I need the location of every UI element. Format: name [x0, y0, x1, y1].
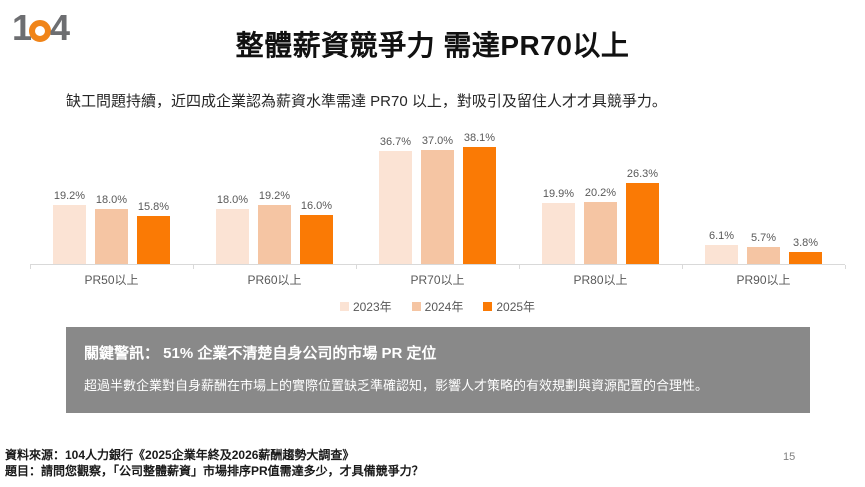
- bar-value-label: 19.2%: [53, 190, 86, 202]
- bar-value-label: 20.2%: [584, 187, 617, 199]
- legend-item: 2025年: [483, 298, 535, 315]
- bar-value-label: 6.1%: [708, 230, 735, 243]
- bar-value-label: 26.3%: [626, 168, 659, 181]
- bar-group: 36.7% 37.0% 38.1%: [356, 122, 519, 264]
- bar-column: 19.2%: [258, 190, 291, 264]
- bar-column: 37.0%: [421, 135, 454, 264]
- bar: [216, 208, 249, 264]
- legend-item: 2024年: [411, 298, 464, 315]
- bar-value-label: 18.0%: [216, 193, 249, 206]
- bar-value-label: 36.7%: [379, 136, 412, 149]
- legend-swatch-icon: [483, 302, 493, 311]
- bar: [53, 205, 86, 264]
- bar-value-label: 37.0%: [421, 135, 454, 148]
- slide-title: 整體薪資競爭力 需達PR70以上: [235, 30, 630, 61]
- bar: [789, 252, 822, 264]
- bar-column: 3.8%: [789, 237, 822, 264]
- bar-column: 20.2%: [584, 187, 617, 264]
- key-alert-box: 關鍵警訊： 51% 企業不清楚自身公司的市場 PR 定位 超過半數企業對自身薪酬…: [66, 327, 810, 413]
- bar: [137, 215, 170, 264]
- category-label: PR80以上: [573, 273, 628, 287]
- bar: [542, 202, 575, 264]
- bar-value-label: 19.2%: [258, 190, 291, 202]
- category-label: PR90以上: [736, 273, 791, 287]
- bar-column: 16.0%: [300, 200, 333, 264]
- survey-question-line: 題目：請問您觀察，「公司整體薪資」市場排序PR值需達多少，才具備競爭力？: [5, 464, 424, 478]
- legend-label: 2024年: [424, 300, 464, 314]
- bar-column: 38.1%: [463, 132, 496, 264]
- footer-notes: 資料來源：104人力銀行《2025企業年終及2026薪酬趨勢大調查》 題目：請問…: [5, 447, 424, 479]
- axis-tick: [193, 265, 194, 269]
- bar-column: 19.9%: [542, 188, 575, 264]
- logo-digit-4: 4: [50, 7, 71, 48]
- bar: [95, 208, 128, 264]
- alert-body-text: 超過半數企業對自身薪酬在市場上的實際位置缺乏準確認知，影響人才策略的有效規劃與資…: [84, 378, 709, 393]
- bar-value-label: 18.0%: [95, 193, 128, 206]
- bar-group: 19.9% 20.2% 26.3%: [519, 122, 682, 264]
- legend-swatch-icon: [339, 302, 349, 311]
- legend-label: 2025年: [496, 300, 536, 314]
- logo-ring-0-icon: [29, 20, 52, 42]
- bar: [626, 183, 659, 264]
- bar-value-label: 3.8%: [792, 237, 819, 250]
- axis-tick: [356, 265, 357, 269]
- axis-tick: [30, 265, 31, 269]
- bar: [705, 245, 738, 264]
- bar-group: 18.0% 19.2% 16.0%: [193, 122, 356, 264]
- x-axis-category-labels: PR50以上 PR60以上 PR70以上 PR80以上 PR90以上: [30, 265, 845, 288]
- bar-column: 15.8%: [137, 200, 170, 264]
- bar-value-label: 19.9%: [542, 187, 575, 200]
- bar-group: 19.2% 18.0% 15.8%: [30, 122, 193, 264]
- alert-headline: 關鍵警訊： 51% 企業不清楚自身公司的市場 PR 定位: [84, 345, 437, 362]
- legend-swatch-icon: [411, 302, 421, 311]
- bar-value-label: 38.1%: [463, 132, 496, 144]
- bar-column: 19.2%: [53, 190, 86, 264]
- bar-column: 18.0%: [216, 194, 249, 264]
- bar: [379, 151, 412, 264]
- bar-value-label: 16.0%: [300, 199, 333, 212]
- data-source-line: 資料來源：104人力銀行《2025企業年終及2026薪酬趨勢大調查》: [5, 448, 355, 462]
- bar-group: 6.1% 5.7% 3.8%: [682, 122, 845, 264]
- bar-column: 6.1%: [705, 230, 738, 264]
- category-label: PR70以上: [410, 273, 465, 287]
- bar: [421, 150, 454, 264]
- bar: [300, 214, 333, 264]
- category-label: PR60以上: [247, 273, 302, 287]
- bar-column: 18.0%: [95, 194, 128, 264]
- chart-legend: 2023年 2024年 2025年: [30, 298, 845, 315]
- bar-column: 5.7%: [747, 231, 780, 264]
- bar-chart: 19.2% 18.0% 15.8% 18.0% 19.2% 16.0% 36.7% 37.0%…: [30, 122, 846, 315]
- bar: [258, 205, 291, 264]
- legend-label: 2023年: [352, 300, 392, 314]
- page-number: 15: [783, 451, 796, 463]
- bar: [747, 246, 780, 264]
- company-logo-104: 1 4: [12, 8, 70, 48]
- x-axis-line: [30, 264, 846, 269]
- bar-value-label: 15.8%: [137, 200, 170, 213]
- bar: [463, 147, 496, 264]
- chart-plot-area: 19.2% 18.0% 15.8% 18.0% 19.2% 16.0% 36.7% 37.0%…: [30, 122, 845, 264]
- bar-value-label: 5.7%: [750, 231, 777, 244]
- bar: [584, 202, 617, 264]
- legend-item: 2023年: [339, 298, 392, 315]
- axis-tick: [519, 265, 520, 269]
- logo-digit-1: 1: [12, 7, 32, 48]
- bar-column: 26.3%: [626, 168, 659, 264]
- axis-tick: [682, 265, 683, 269]
- slide-subtitle: 缺工問題持續，近四成企業認為薪資水準需達 PR70 以上，對吸引及留住人才才具競…: [66, 93, 667, 110]
- axis-tick: [845, 265, 846, 269]
- bar-column: 36.7%: [379, 136, 412, 264]
- category-label: PR50以上: [84, 273, 139, 287]
